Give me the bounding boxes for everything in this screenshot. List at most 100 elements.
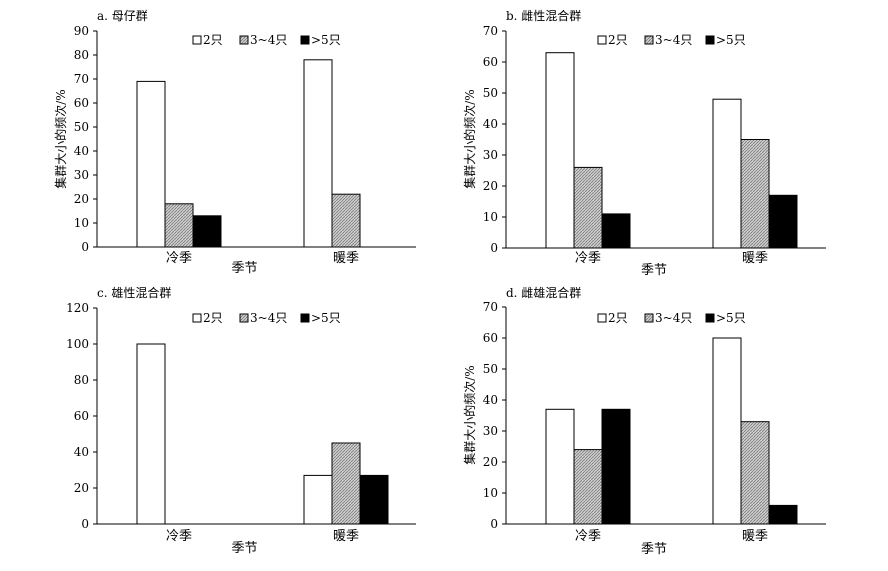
- y-tick-label: 0: [490, 241, 498, 255]
- legend-label: >5只: [716, 33, 746, 47]
- y-tick-label: 40: [483, 117, 498, 131]
- legend-label: 3~4只: [655, 311, 692, 325]
- chart-title: a. 母仔群: [97, 9, 148, 23]
- y-tick-label: 70: [483, 300, 498, 314]
- y-tick-label: 60: [74, 409, 89, 423]
- legend-label: 2只: [608, 311, 628, 325]
- legend-label: 2只: [203, 33, 223, 47]
- bar-3-暖季: [768, 504, 798, 525]
- bar-2-冷季: [164, 203, 194, 248]
- bar-1-冷季: [545, 408, 575, 525]
- bar-3-冷季: [601, 213, 631, 249]
- y-tick-label: 10: [483, 210, 498, 224]
- legend-swatch-1: [192, 35, 202, 45]
- legend-swatch-3: [705, 313, 715, 323]
- x-tick-label: 暖季: [742, 251, 768, 266]
- bar-3-冷季: [192, 215, 222, 248]
- y-tick-label: 0: [490, 517, 498, 531]
- chart-title: c. 雄性混合群: [97, 285, 171, 300]
- legend-swatch-2: [644, 35, 654, 45]
- y-tick-label: 30: [483, 424, 498, 438]
- y-tick-label: 20: [483, 179, 498, 193]
- bar-1-冷季: [136, 343, 166, 525]
- y-tick-label: 120: [66, 301, 89, 315]
- bar-2-冷季: [573, 449, 603, 525]
- x-axis-label: 季节: [231, 261, 257, 276]
- y-tick-label: 20: [483, 455, 498, 469]
- y-tick-label: 50: [483, 362, 498, 376]
- y-tick-label: 100: [66, 337, 89, 351]
- legend-label: 2只: [608, 33, 628, 47]
- bar-1-暖季: [303, 59, 333, 248]
- bar-2-暖季: [740, 421, 770, 525]
- bar-1-暖季: [712, 98, 742, 249]
- y-tick-label: 60: [483, 331, 498, 345]
- y-tick-label: 60: [483, 55, 498, 69]
- bar-1-暖季: [712, 337, 742, 525]
- legend-swatch-2: [239, 313, 249, 323]
- y-axis-label: 集群大小的频次/%: [462, 89, 477, 188]
- legend-label: 3~4只: [655, 33, 692, 47]
- y-tick-label: 60: [74, 96, 89, 110]
- legend-label: >5只: [311, 33, 341, 47]
- y-tick-label: 0: [81, 517, 89, 531]
- y-tick-label: 10: [74, 216, 89, 230]
- bar-2-暖季: [740, 139, 770, 249]
- chart-title: b. 雌性混合群: [506, 8, 581, 23]
- legend-swatch-1: [192, 313, 202, 323]
- y-tick-label: 10: [483, 486, 498, 500]
- legend-swatch-3: [300, 35, 310, 45]
- y-tick-label: 80: [74, 373, 89, 387]
- y-tick-label: 50: [74, 120, 89, 134]
- x-tick-label: 冷季: [575, 251, 601, 266]
- x-axis-label: 季节: [641, 263, 667, 278]
- bar-3-暖季: [768, 194, 798, 249]
- bar-1-暖季: [303, 474, 333, 525]
- x-tick-label: 冷季: [166, 529, 192, 544]
- legend-label: >5只: [716, 311, 746, 325]
- y-tick-label: 70: [483, 24, 498, 38]
- x-axis-label: 季节: [231, 541, 257, 556]
- chart-panel-1: a. 母仔群 0 10 20 30 40 50 60 70 80 90 集群大小的频次/% 冷季 暖季季节…: [53, 9, 416, 276]
- bar-2-暖季: [331, 193, 361, 248]
- y-tick-label: 70: [74, 72, 89, 86]
- legend-swatch-2: [239, 35, 249, 45]
- x-tick-label: 暖季: [333, 251, 359, 266]
- legend-label: 3~4只: [250, 33, 287, 47]
- y-tick-label: 0: [81, 240, 89, 254]
- bar-2-冷季: [573, 166, 603, 249]
- x-tick-label: 暖季: [333, 529, 359, 544]
- legend-label: 2只: [203, 311, 223, 325]
- y-axis-label: 集群大小的频次/%: [53, 89, 68, 188]
- x-tick-label: 暖季: [742, 529, 768, 544]
- y-tick-label: 20: [74, 192, 89, 206]
- legend-label: >5只: [311, 311, 341, 325]
- chart-title: d. 雌雄混合群: [506, 285, 581, 300]
- legend-swatch-3: [300, 313, 310, 323]
- bar-1-冷季: [545, 52, 575, 249]
- y-tick-label: 30: [74, 168, 89, 182]
- x-tick-label: 冷季: [575, 529, 601, 544]
- legend-label: 3~4只: [250, 311, 287, 325]
- legend-swatch-1: [597, 313, 607, 323]
- legend-swatch-3: [705, 35, 715, 45]
- legend-swatch-2: [644, 313, 654, 323]
- x-axis-label: 季节: [641, 542, 667, 557]
- bar-3-暖季: [359, 474, 389, 525]
- y-tick-label: 90: [74, 24, 89, 38]
- y-tick-label: 20: [74, 481, 89, 495]
- legend-swatch-1: [597, 35, 607, 45]
- y-tick-label: 80: [74, 48, 89, 62]
- y-tick-label: 40: [483, 393, 498, 407]
- y-tick-label: 50: [483, 86, 498, 100]
- bar-1-冷季: [136, 80, 166, 248]
- y-axis-label: 集群大小的频次/%: [462, 365, 477, 464]
- bar-3-冷季: [601, 408, 631, 525]
- y-tick-label: 40: [74, 445, 89, 459]
- y-tick-label: 30: [483, 148, 498, 162]
- y-tick-label: 40: [74, 144, 89, 158]
